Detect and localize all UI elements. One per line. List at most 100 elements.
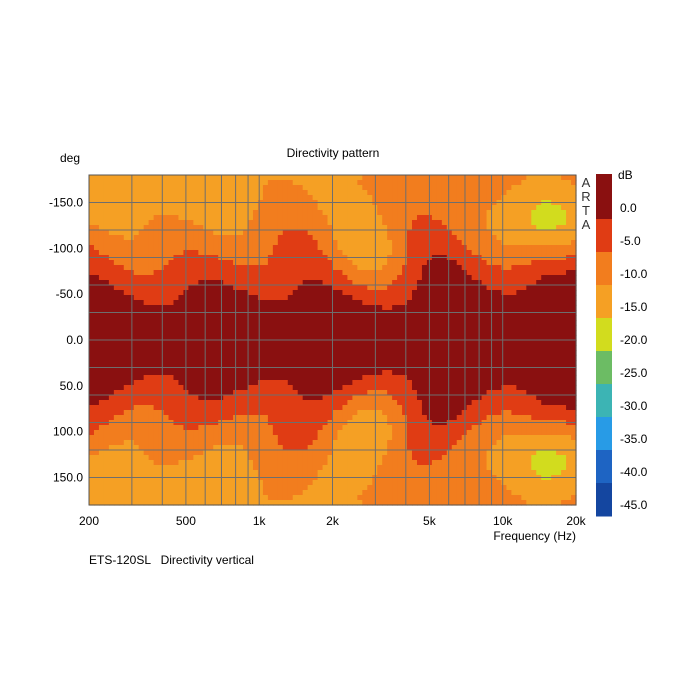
heatmap-cell bbox=[188, 210, 194, 216]
heatmap-cell bbox=[387, 175, 393, 181]
heatmap-cell bbox=[516, 360, 522, 366]
heatmap-cell bbox=[257, 235, 264, 241]
heatmap-cell bbox=[471, 415, 478, 421]
heatmap-cell bbox=[412, 270, 418, 276]
heatmap-cell bbox=[511, 325, 517, 331]
heatmap-cell bbox=[98, 275, 105, 281]
heatmap-cell bbox=[352, 375, 358, 381]
heatmap-cell bbox=[347, 180, 353, 186]
heatmap-cell bbox=[257, 180, 264, 186]
heatmap-cell bbox=[108, 175, 115, 181]
heatmap-cell bbox=[466, 390, 473, 396]
heatmap-cell bbox=[287, 340, 294, 346]
heatmap-cell bbox=[466, 330, 473, 336]
heatmap-cell bbox=[158, 300, 165, 306]
heatmap-cell bbox=[282, 385, 289, 391]
heatmap-cell bbox=[392, 340, 398, 346]
heatmap-cell bbox=[228, 245, 234, 251]
heatmap-cell bbox=[416, 370, 423, 376]
heatmap-cell bbox=[332, 190, 339, 196]
heatmap-cell bbox=[546, 210, 552, 216]
heatmap-cell bbox=[163, 415, 170, 421]
heatmap-cell bbox=[213, 270, 219, 276]
heatmap-cell bbox=[143, 280, 150, 286]
heatmap-cell bbox=[193, 250, 199, 256]
heatmap-cell bbox=[248, 320, 254, 326]
heatmap-cell bbox=[357, 360, 363, 366]
heatmap-cell bbox=[412, 195, 418, 201]
heatmap-cell bbox=[446, 280, 453, 286]
heatmap-cell bbox=[486, 355, 493, 361]
heatmap-cell bbox=[571, 230, 577, 236]
heatmap-cell bbox=[163, 370, 170, 376]
heatmap-cell bbox=[486, 350, 493, 356]
heatmap-cell bbox=[113, 380, 120, 386]
heatmap-cell bbox=[103, 235, 110, 241]
heatmap-cell bbox=[282, 325, 289, 331]
heatmap-cell bbox=[123, 270, 130, 276]
heatmap-cell bbox=[397, 335, 403, 341]
heatmap-cell bbox=[257, 300, 264, 306]
heatmap-cell bbox=[327, 335, 334, 341]
heatmap-cell bbox=[566, 205, 572, 211]
heatmap-cell bbox=[272, 240, 279, 246]
heatmap-cell bbox=[203, 185, 209, 191]
heatmap-cell bbox=[352, 305, 358, 311]
heatmap-cell bbox=[486, 400, 493, 406]
heatmap-cell bbox=[153, 205, 160, 211]
heatmap-cell bbox=[412, 330, 418, 336]
heatmap-cell bbox=[143, 410, 150, 416]
heatmap-cell bbox=[98, 190, 105, 196]
heatmap-cell bbox=[511, 355, 517, 361]
heatmap-cell bbox=[516, 415, 522, 421]
heatmap-cell bbox=[133, 300, 140, 306]
heatmap-cell bbox=[337, 340, 344, 346]
heatmap-cell bbox=[252, 350, 259, 356]
heatmap-cell bbox=[123, 350, 130, 356]
heatmap-cell bbox=[486, 325, 493, 331]
heatmap-cell bbox=[267, 220, 274, 226]
heatmap-cell bbox=[387, 300, 393, 306]
heatmap-cell bbox=[203, 280, 209, 286]
heatmap-cell bbox=[551, 240, 557, 246]
heatmap-cell bbox=[546, 195, 552, 201]
heatmap-cell bbox=[89, 265, 95, 271]
heatmap-cell bbox=[377, 385, 383, 391]
heatmap-cell bbox=[352, 185, 358, 191]
heatmap-cell bbox=[238, 375, 244, 381]
heatmap-cell bbox=[252, 180, 259, 186]
heatmap-cell bbox=[382, 220, 388, 226]
heatmap-cell bbox=[257, 375, 264, 381]
heatmap-cell bbox=[168, 245, 175, 251]
heatmap-cell bbox=[556, 315, 562, 321]
heatmap-cell bbox=[317, 280, 324, 286]
heatmap-cell bbox=[103, 410, 110, 416]
heatmap-cell bbox=[551, 215, 557, 221]
heatmap-cell bbox=[317, 355, 324, 361]
heatmap-cell bbox=[267, 350, 274, 356]
heatmap-cell bbox=[551, 180, 557, 186]
heatmap-cell bbox=[387, 290, 393, 296]
heatmap-cell bbox=[163, 375, 170, 381]
heatmap-cell bbox=[506, 325, 512, 331]
heatmap-cell bbox=[357, 265, 363, 271]
heatmap-cell bbox=[133, 280, 140, 286]
heatmap-cell bbox=[138, 350, 145, 356]
heatmap-cell bbox=[238, 230, 244, 236]
heatmap-cell bbox=[571, 235, 577, 241]
heatmap-cell bbox=[292, 345, 299, 351]
heatmap-cell bbox=[153, 425, 160, 431]
heatmap-cell bbox=[272, 380, 279, 386]
heatmap-cell bbox=[312, 385, 319, 391]
heatmap-cell bbox=[382, 250, 388, 256]
heatmap-cell bbox=[118, 280, 125, 286]
heatmap-cell bbox=[282, 220, 289, 226]
heatmap-cell bbox=[188, 225, 194, 231]
heatmap-cell bbox=[317, 275, 324, 281]
heatmap-cell bbox=[282, 285, 289, 291]
heatmap-cell bbox=[262, 180, 269, 186]
heatmap-cell bbox=[466, 235, 473, 241]
heatmap-cell bbox=[292, 250, 299, 256]
heatmap-cell bbox=[367, 300, 373, 306]
heatmap-cell bbox=[148, 400, 155, 406]
